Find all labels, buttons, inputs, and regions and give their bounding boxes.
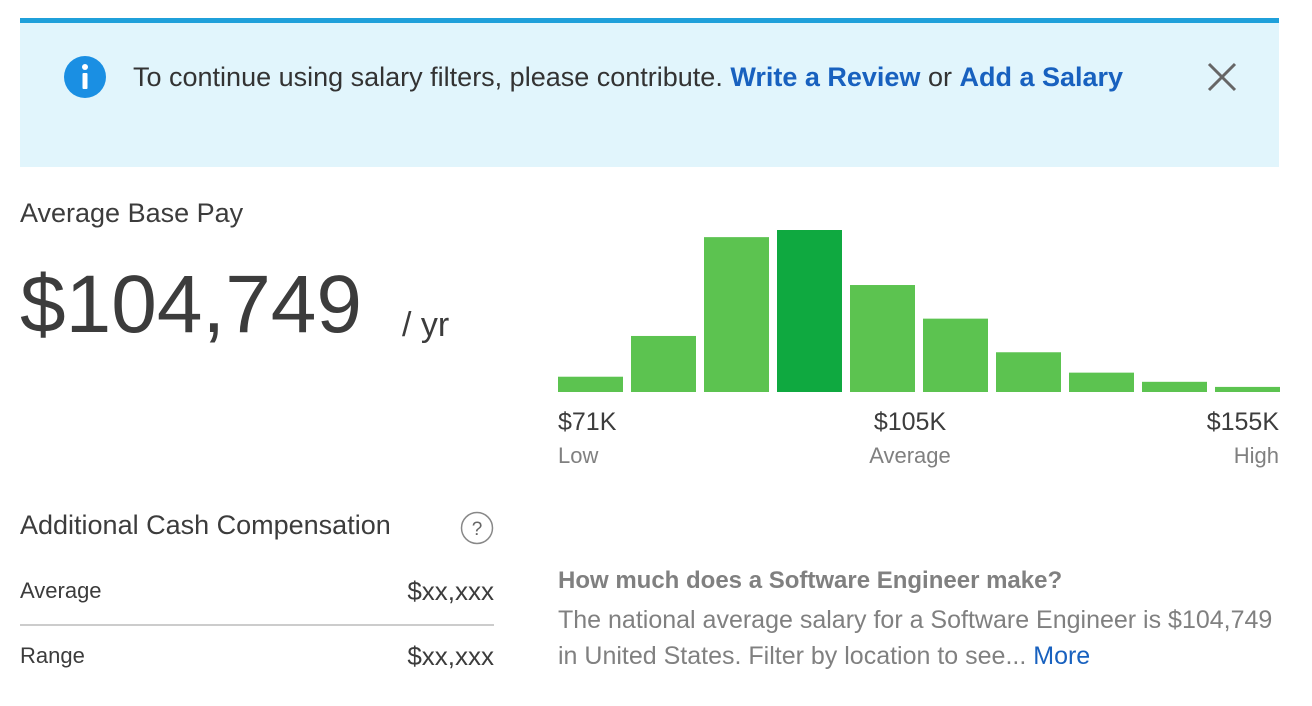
high-value: $155K: [1206, 408, 1279, 436]
histogram-bar: [777, 230, 842, 392]
info-text: The national average salary for a Softwa…: [558, 606, 1273, 670]
histogram-bar: [1069, 372, 1134, 392]
histogram-bar: [850, 285, 915, 392]
info-paragraph: The national average salary for a Softwa…: [558, 602, 1278, 674]
histogram-bar: [704, 237, 769, 392]
info-icon: [64, 56, 106, 98]
pay-amount: $104,749: [20, 259, 363, 350]
row-value: $xx,xxx: [407, 576, 494, 606]
histogram-bar: [923, 318, 988, 392]
row-label: Average: [20, 578, 102, 603]
info-question: How much does a Software Engineer make?: [558, 567, 1063, 594]
histogram-bar: [1215, 386, 1280, 392]
help-icon[interactable]: ?: [460, 511, 494, 545]
additional-title: Additional Cash Compensation: [20, 510, 391, 540]
pay-unit: / yr: [402, 306, 450, 344]
high-label: High: [1233, 443, 1279, 468]
row-value: $xx,xxx: [407, 641, 494, 671]
histogram-bar: [1142, 381, 1207, 392]
info-banner: To continue using salary filters, please…: [20, 18, 1279, 167]
svg-text:?: ?: [472, 519, 483, 540]
banner-message: To continue using salary filters, please…: [133, 53, 1133, 101]
close-button[interactable]: [1206, 61, 1238, 93]
banner-text: To continue using salary filters, please…: [133, 62, 723, 92]
more-link[interactable]: More: [1033, 642, 1091, 670]
row-label: Range: [20, 643, 85, 668]
low-value: $71K: [558, 408, 617, 436]
banner-joiner: or: [927, 62, 952, 92]
histogram-bar: [558, 376, 623, 392]
histogram-bar: [996, 352, 1061, 392]
histogram-bar: [631, 335, 696, 392]
average-label: Average: [869, 443, 951, 468]
average-value: $105K: [873, 408, 947, 436]
pay-label: Average Base Pay: [20, 198, 244, 228]
divider: [20, 624, 494, 626]
histogram: [558, 230, 1280, 392]
add-salary-link[interactable]: Add a Salary: [959, 62, 1124, 92]
low-label: Low: [558, 443, 599, 468]
write-review-link[interactable]: Write a Review: [730, 62, 921, 92]
